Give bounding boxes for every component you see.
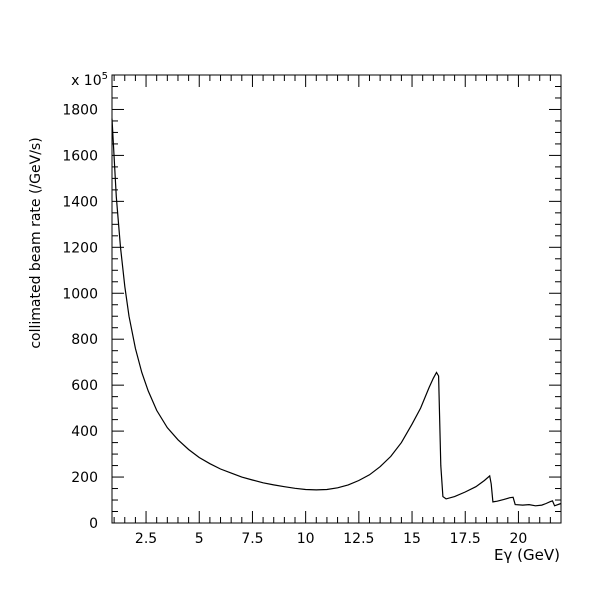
y-tick-label: 0: [89, 516, 98, 532]
y-multiplier-exponent: 5: [102, 71, 108, 82]
y-multiplier-base: x 10: [71, 73, 102, 89]
y-tick-label: 600: [71, 378, 98, 394]
y-axis: 0 200 400 600 800 1000 1200 1400 1600 1800: [62, 74, 561, 532]
x-tick-label: 5: [195, 531, 204, 547]
y-tick-label: 1200: [62, 240, 98, 256]
y-tick-label: 1800: [62, 102, 98, 118]
x-tick-label: 15: [403, 531, 421, 547]
x-tick-label: 20: [510, 531, 528, 547]
x-tick-label: 2.5: [135, 531, 157, 547]
y-tick-label: 1400: [62, 194, 98, 210]
series-line: [111, 118, 562, 507]
x-axis-label: Eγ (GeV): [494, 546, 560, 564]
y-tick-label: 800: [71, 332, 98, 348]
y-multiplier: x 105: [71, 71, 108, 89]
y-tick-label: 400: [71, 424, 98, 440]
x-tick-label: 7.5: [241, 531, 263, 547]
x-axis: 2.5 5 7.5 10 12.5 15 17.5 20: [113, 75, 562, 547]
x-tick-label: 12.5: [343, 531, 374, 547]
plot-frame: [111, 74, 562, 524]
y-axis-label: collimated beam rate (/GeV/s): [28, 137, 44, 348]
x-tick-label: 10: [297, 531, 315, 547]
x-tick-label: 17.5: [450, 531, 481, 547]
y-tick-label: 200: [71, 470, 98, 486]
y-tick-label: 1600: [62, 148, 98, 164]
y-tick-label: 1000: [62, 286, 98, 302]
